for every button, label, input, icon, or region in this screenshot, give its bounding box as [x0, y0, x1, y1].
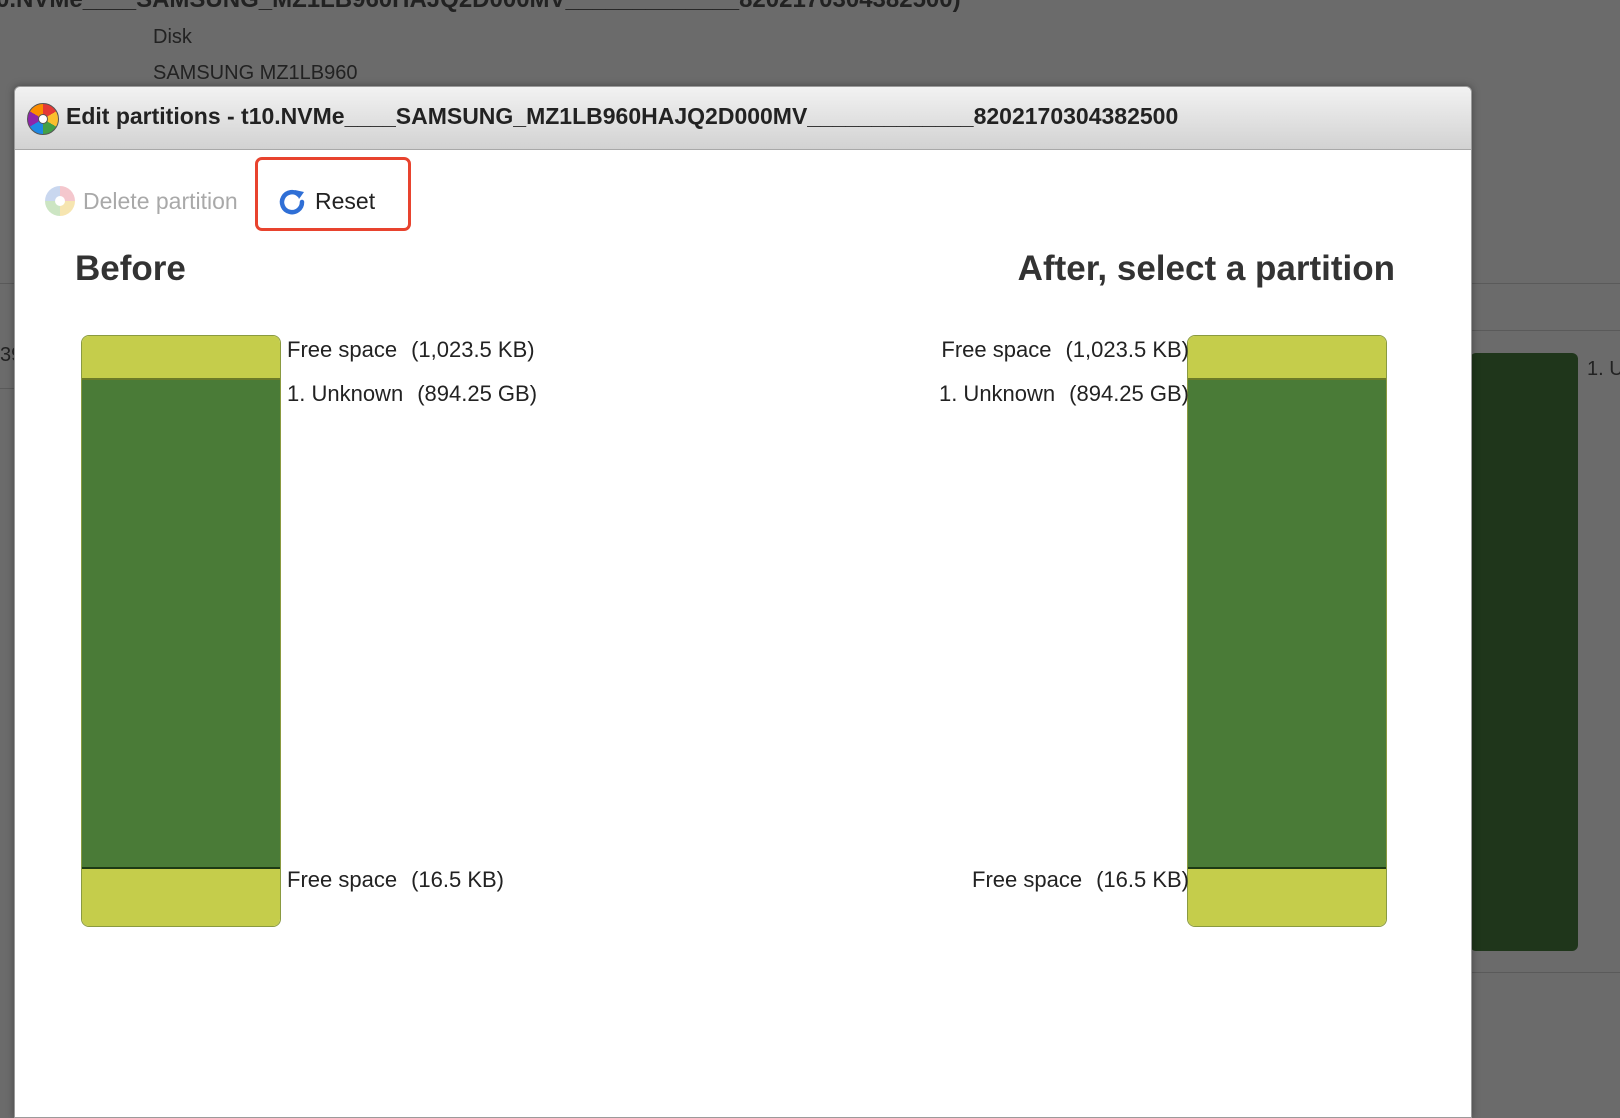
- before-heading: Before: [75, 249, 186, 288]
- partition-size: (1,023.5 KB): [1065, 337, 1189, 362]
- after-partition-bar: [1187, 335, 1387, 927]
- reset-icon: [279, 189, 305, 215]
- after-partition-unknown[interactable]: [1188, 380, 1386, 869]
- before-free-space-bottom: [82, 869, 280, 926]
- after-label-unknown: 1. Unknown (894.25 GB): [939, 381, 1189, 407]
- delete-partition-label: Delete partition: [83, 187, 238, 214]
- dialog-title: Edit partitions - t10.NVMe____SAMSUNG_MZ…: [66, 103, 1179, 129]
- background-disk-label: Disk: [153, 26, 192, 48]
- before-label-free-bottom: Free space (16.5 KB): [287, 867, 504, 893]
- before-free-space-top: [82, 336, 280, 380]
- after-label-free-top: Free space (1,023.5 KB): [941, 337, 1189, 363]
- delete-partition-button[interactable]: Delete partition: [45, 179, 238, 223]
- background-page-title: 0.NVMe____SAMSUNG_MZ1LB960HAJQ2D000MV___…: [0, 0, 961, 14]
- partition-size: (894.25 GB): [1069, 381, 1189, 406]
- background-divider: [1472, 330, 1620, 331]
- partition-name: Free space: [941, 337, 1052, 362]
- background-divider: [1472, 972, 1620, 973]
- background-disk-model: SAMSUNG MZ1LB960: [153, 62, 358, 84]
- before-label-free-top: Free space (1,023.5 KB): [287, 337, 535, 363]
- before-label-unknown: 1. Unknown (894.25 GB): [287, 381, 537, 407]
- partition-name: Free space: [287, 867, 398, 892]
- partition-size: (16.5 KB): [1096, 867, 1189, 892]
- before-partition-unknown: [82, 380, 280, 869]
- partition-name: 1. Unknown: [287, 381, 404, 406]
- after-free-space-bottom[interactable]: [1188, 869, 1386, 926]
- partition-name: 1. Unknown: [938, 381, 1056, 406]
- after-label-free-bottom: Free space (16.5 KB): [972, 867, 1189, 893]
- partition-pie-icon: [27, 103, 59, 135]
- after-free-space-top[interactable]: [1188, 336, 1386, 380]
- reset-button[interactable]: Reset: [277, 179, 375, 223]
- dialog-titlebar[interactable]: Edit partitions - t10.NVMe____SAMSUNG_MZ…: [15, 87, 1471, 150]
- before-partition-bar: [81, 335, 281, 927]
- partition-size: (16.5 KB): [411, 867, 504, 892]
- partition-name: Free space: [287, 337, 398, 362]
- partition-size: (1,023.5 KB): [411, 337, 535, 362]
- background-partition-bar: [1470, 353, 1578, 951]
- reset-highlight-box: [255, 157, 411, 231]
- background-partition-label: 1. U: [1587, 358, 1620, 380]
- after-heading: After, select a partition: [1017, 249, 1395, 288]
- background-divider: [0, 388, 14, 389]
- edit-partitions-dialog: Edit partitions - t10.NVMe____SAMSUNG_MZ…: [14, 86, 1472, 1118]
- delete-partition-icon: [45, 186, 75, 216]
- reset-label: Reset: [315, 187, 376, 214]
- partition-name: Free space: [972, 867, 1083, 892]
- partition-size: (894.25 GB): [417, 381, 538, 406]
